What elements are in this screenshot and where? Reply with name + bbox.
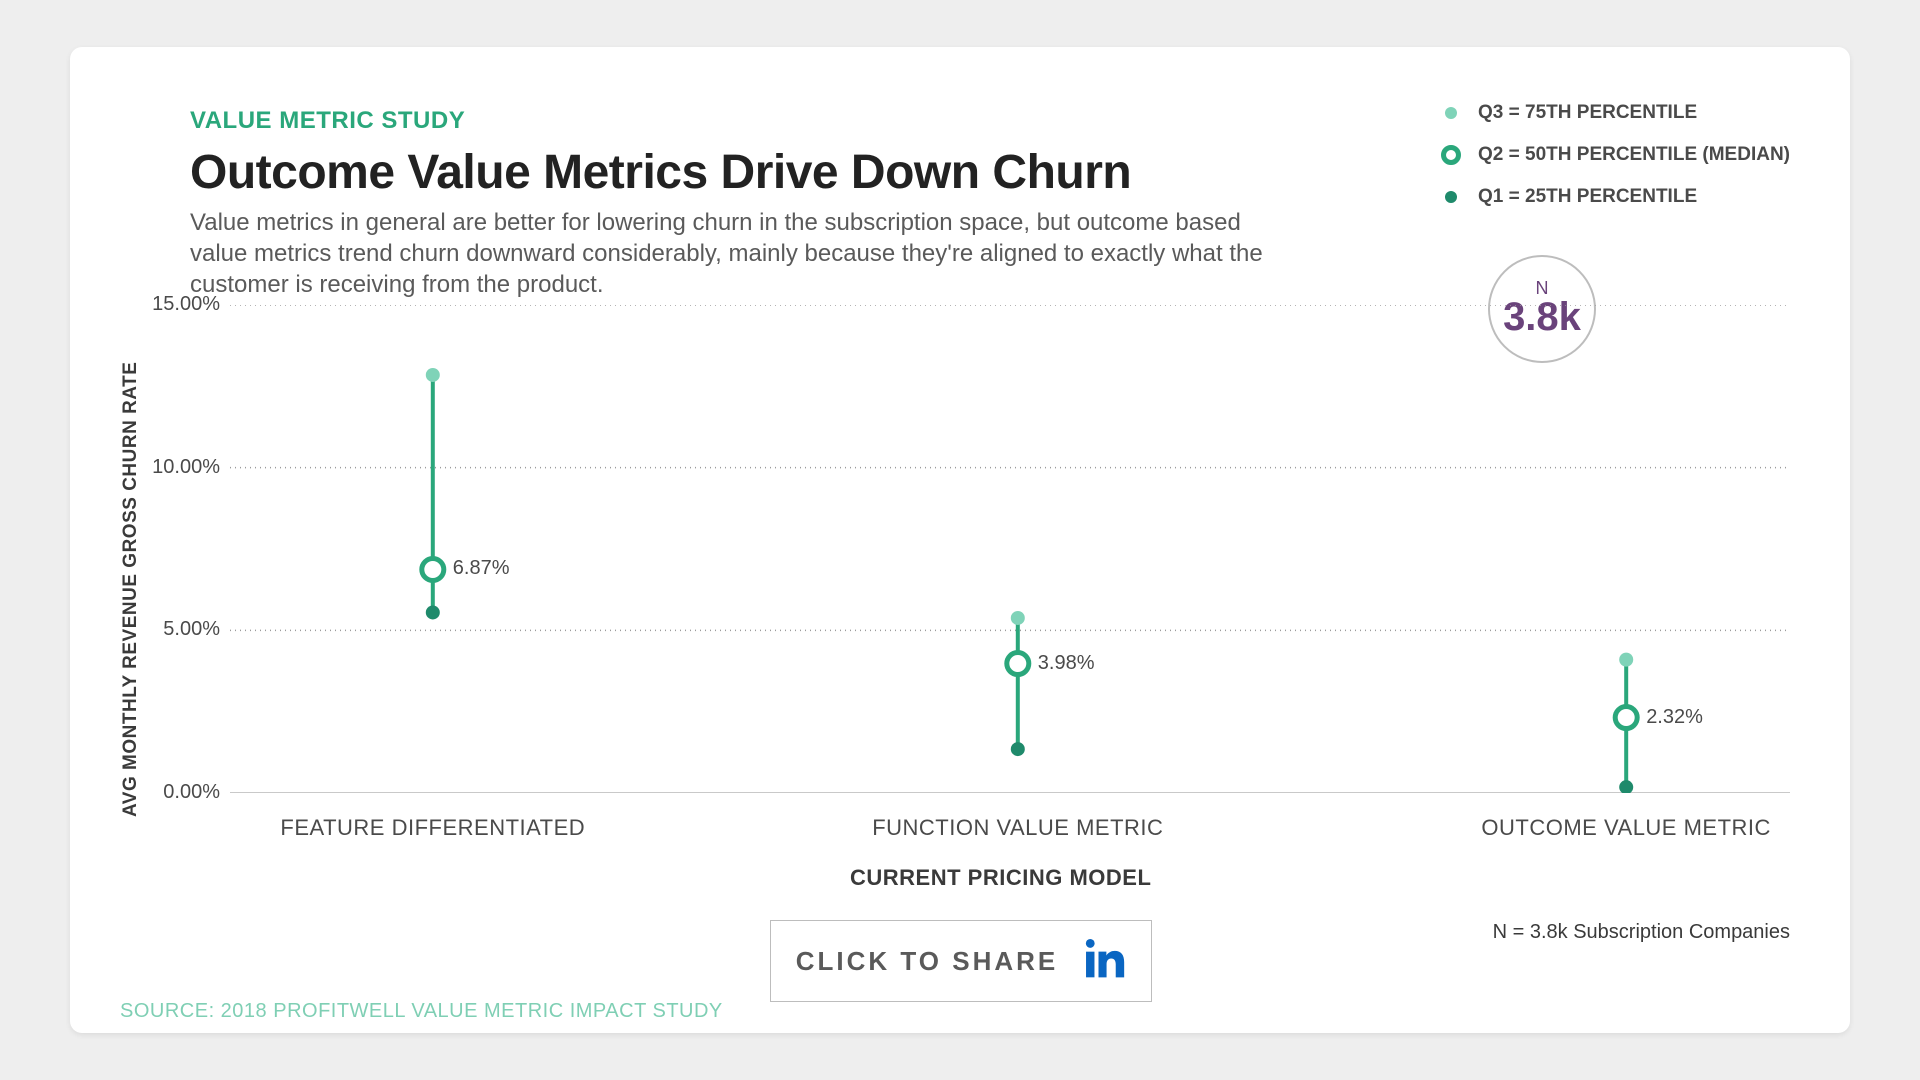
share-button-label: CLICK TO SHARE <box>796 946 1059 977</box>
median-value-label: 2.32% <box>1646 706 1703 729</box>
quartile-plot <box>230 305 1790 793</box>
legend: Q3 = 75TH PERCENTILE Q2 = 50TH PERCENTIL… <box>1440 102 1790 228</box>
legend-swatch-q2 <box>1440 144 1462 166</box>
chart-subtitle: Value metrics in general are better for … <box>190 207 1270 301</box>
y-tick-label: 5.00% <box>140 618 220 641</box>
y-tick-label: 15.00% <box>140 293 220 316</box>
category-label: FUNCTION VALUE METRIC <box>838 815 1198 841</box>
share-button[interactable]: CLICK TO SHARE <box>770 920 1152 1002</box>
legend-swatch-q1 <box>1440 189 1462 205</box>
sample-footnote: N = 3.8k Subscription Companies <box>1493 921 1790 944</box>
linkedin-icon <box>1082 937 1126 986</box>
median-value-label: 6.87% <box>453 557 510 580</box>
chart-title: Outcome Value Metrics Drive Down Churn <box>190 145 1131 200</box>
y-tick-label: 0.00% <box>140 781 220 804</box>
legend-swatch-q3 <box>1440 105 1462 121</box>
chart-card: VALUE METRIC STUDY Outcome Value Metrics… <box>70 47 1850 1033</box>
legend-item-q3: Q3 = 75TH PERCENTILE <box>1440 102 1790 124</box>
source-line: SOURCE: 2018 PROFITWELL VALUE METRIC IMP… <box>120 1000 723 1023</box>
median-value-label: 3.98% <box>1038 652 1095 675</box>
legend-label: Q1 = 25TH PERCENTILE <box>1478 186 1697 208</box>
category-label: OUTCOME VALUE METRIC <box>1446 815 1806 841</box>
legend-item-q2: Q2 = 50TH PERCENTILE (MEDIAN) <box>1440 144 1790 166</box>
legend-label: Q2 = 50TH PERCENTILE (MEDIAN) <box>1478 144 1790 166</box>
y-axis-label: AVG MONTHLY REVENUE GROSS CHURN RATE <box>120 362 142 817</box>
legend-label: Q3 = 75TH PERCENTILE <box>1478 102 1697 124</box>
y-tick-label: 10.00% <box>140 456 220 479</box>
x-axis-label: CURRENT PRICING MODEL <box>850 865 1151 891</box>
eyebrow: VALUE METRIC STUDY <box>190 107 465 135</box>
legend-item-q1: Q1 = 25TH PERCENTILE <box>1440 186 1790 208</box>
category-label: FEATURE DIFFERENTIATED <box>253 815 613 841</box>
